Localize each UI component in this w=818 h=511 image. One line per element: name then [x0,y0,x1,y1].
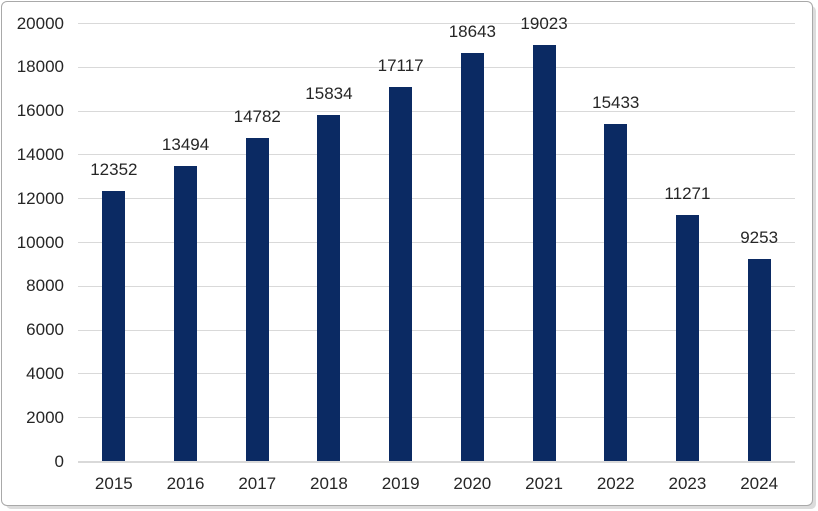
gridline [78,417,795,419]
bar-2017 [245,137,269,462]
gridline [78,242,795,243]
y-axis-tick-label: 20000 [16,13,64,33]
gridline [78,198,795,200]
y-axis-tick-label: 4000 [26,363,64,383]
gridline [78,66,795,68]
bar-2019 [389,86,413,462]
data-label-2015: 12352 [90,159,138,179]
data-label-2018: 15834 [305,83,353,103]
data-label-2017: 14782 [233,106,281,126]
data-label-2023: 11271 [664,183,711,203]
x-axis-tick-label-2022: 2022 [596,473,635,493]
y-axis-tick-label: 0 [54,451,64,471]
y-axis-tick-label: 2000 [26,407,64,427]
gridline [78,329,795,331]
gridline [78,154,795,156]
x-axis-tick-label-2019: 2019 [381,473,420,493]
y-axis-tick-label: 16000 [16,101,64,121]
y-axis-tick-label: 6000 [26,320,64,340]
bar-2015 [102,190,126,462]
x-axis-tick-label-2021: 2021 [525,473,563,493]
gridline [78,110,795,112]
x-axis-line [78,460,795,463]
bar-2024 [747,258,771,462]
data-label-2024: 9253 [740,227,779,247]
y-axis-tick-label: 8000 [26,276,64,296]
data-label-2022: 15433 [592,92,640,112]
x-axis-tick-label-2015: 2015 [94,473,133,493]
bar-2023 [675,214,699,462]
bar-2016 [174,165,198,462]
bar-2020 [460,53,484,462]
x-axis-tick-label-2023: 2023 [668,473,707,493]
x-axis-tick-label-2020: 2020 [453,473,492,493]
x-axis-tick-label-2016: 2016 [166,473,205,493]
x-axis-tick-label-2017: 2017 [238,473,277,493]
data-label-2021: 19023 [520,13,568,33]
bar-2022 [604,123,628,462]
data-label-2020: 18643 [448,22,496,42]
y-axis-tick-label: 14000 [16,144,64,164]
bar-2021 [532,44,556,462]
x-axis-tick-label-2018: 2018 [310,473,348,493]
gridline [78,373,795,375]
gridline [78,23,795,24]
y-axis-tick-label: 12000 [16,188,64,208]
x-axis-tick-label-2024: 2024 [740,473,779,493]
gridline [78,285,795,287]
data-label-2019: 17117 [377,55,424,75]
y-axis-tick-label: 18000 [16,57,64,77]
data-label-2016: 13494 [161,134,210,154]
y-axis-tick-label: 10000 [16,232,64,252]
bar-2018 [317,114,341,462]
